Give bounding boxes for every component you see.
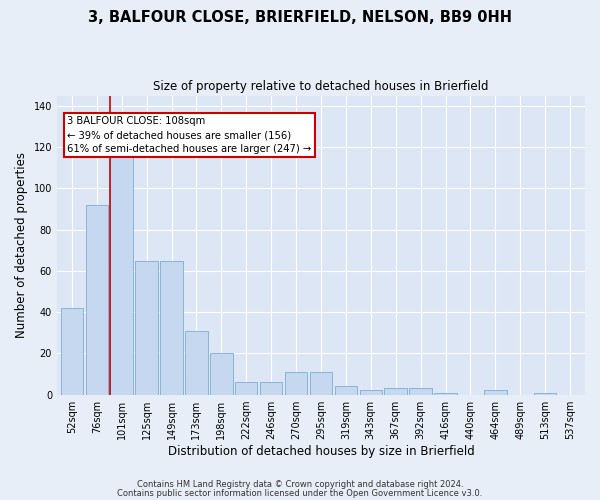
Bar — [310, 372, 332, 394]
Bar — [385, 388, 407, 394]
Bar — [534, 392, 556, 394]
Bar — [210, 354, 233, 395]
Text: Contains public sector information licensed under the Open Government Licence v3: Contains public sector information licen… — [118, 489, 482, 498]
Title: Size of property relative to detached houses in Brierfield: Size of property relative to detached ho… — [153, 80, 489, 93]
Bar — [335, 386, 357, 394]
Bar — [359, 390, 382, 394]
Bar — [434, 392, 457, 394]
Text: Contains HM Land Registry data © Crown copyright and database right 2024.: Contains HM Land Registry data © Crown c… — [137, 480, 463, 489]
X-axis label: Distribution of detached houses by size in Brierfield: Distribution of detached houses by size … — [167, 444, 475, 458]
Bar — [110, 120, 133, 394]
Text: 3 BALFOUR CLOSE: 108sqm
← 39% of detached houses are smaller (156)
61% of semi-d: 3 BALFOUR CLOSE: 108sqm ← 39% of detache… — [67, 116, 312, 154]
Bar — [260, 382, 283, 394]
Y-axis label: Number of detached properties: Number of detached properties — [15, 152, 28, 338]
Bar — [61, 308, 83, 394]
Bar — [185, 330, 208, 394]
Bar — [285, 372, 307, 394]
Text: 3, BALFOUR CLOSE, BRIERFIELD, NELSON, BB9 0HH: 3, BALFOUR CLOSE, BRIERFIELD, NELSON, BB… — [88, 10, 512, 25]
Bar — [86, 205, 108, 394]
Bar — [235, 382, 257, 394]
Bar — [136, 260, 158, 394]
Bar — [160, 260, 183, 394]
Bar — [409, 388, 432, 394]
Bar — [484, 390, 506, 394]
